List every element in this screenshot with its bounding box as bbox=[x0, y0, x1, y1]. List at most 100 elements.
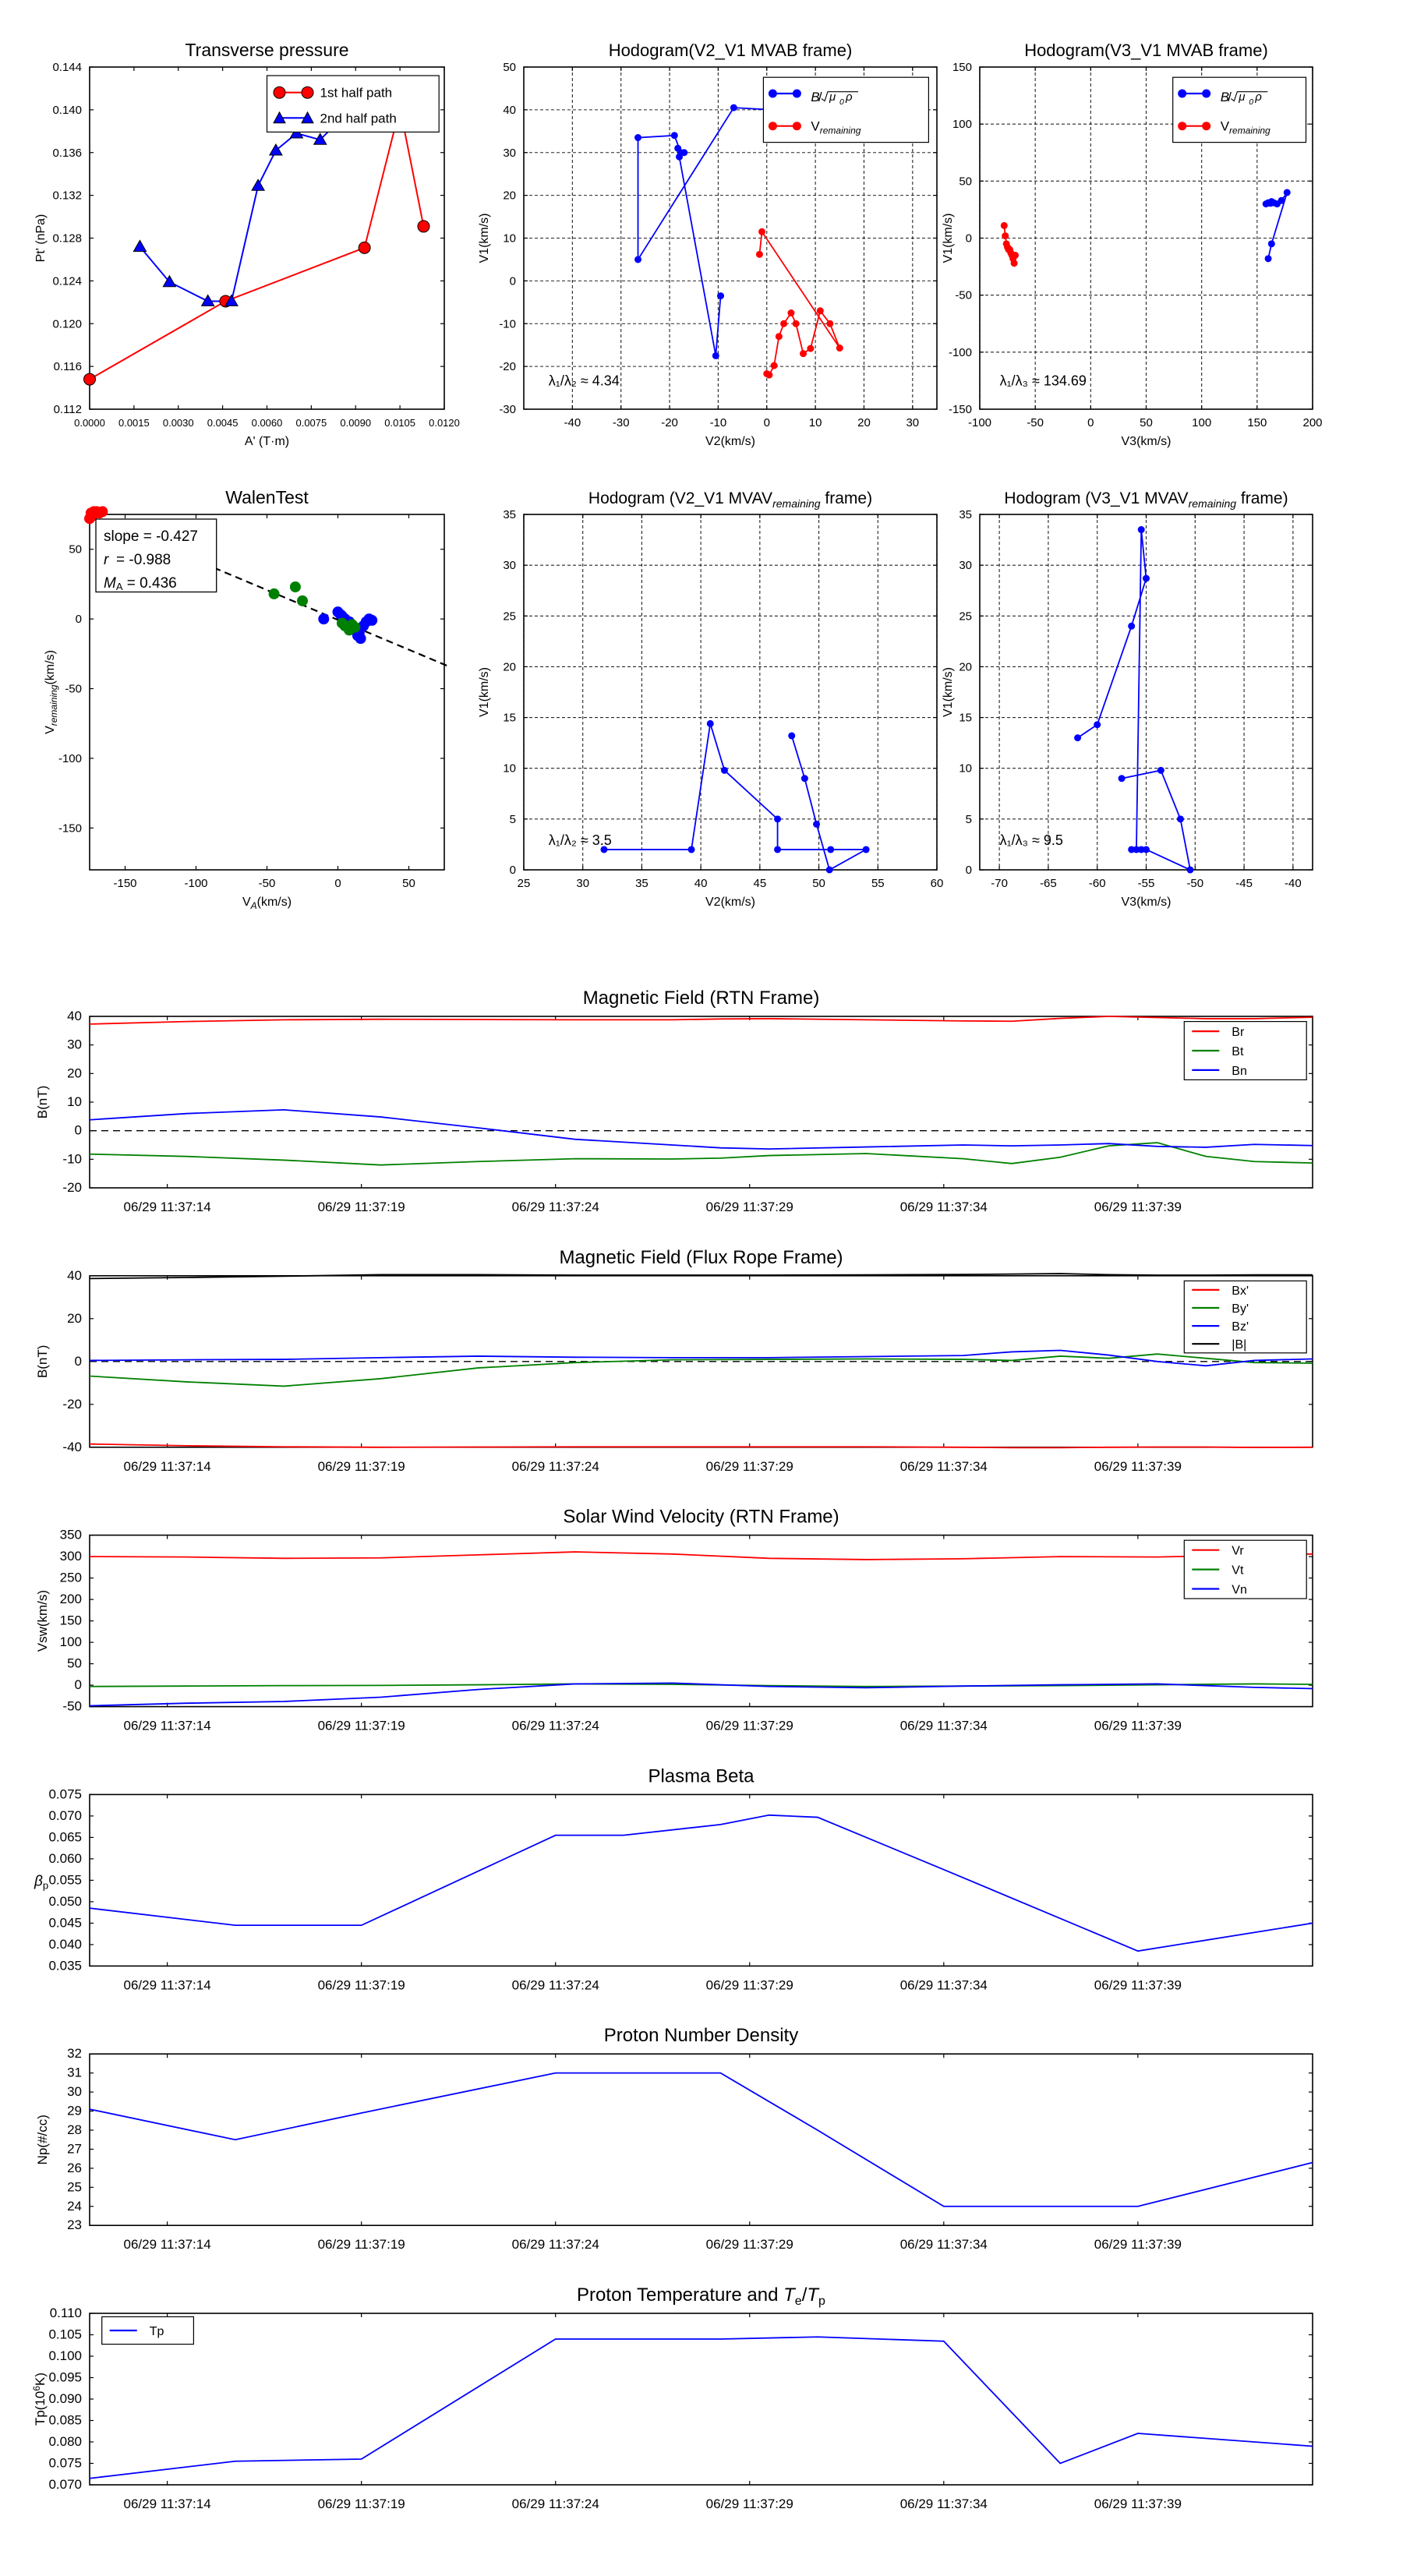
svg-text:-55: -55 bbox=[1138, 877, 1155, 890]
svg-text:0.100: 0.100 bbox=[48, 2348, 82, 2363]
svg-text:35: 35 bbox=[959, 508, 972, 521]
svg-text:Bz': Bz' bbox=[1232, 1320, 1249, 1334]
svg-text:10: 10 bbox=[503, 762, 516, 776]
svg-text:100: 100 bbox=[1192, 416, 1211, 429]
svg-text:06/29 11:37:39: 06/29 11:37:39 bbox=[1094, 2237, 1182, 2252]
svg-text:0.112: 0.112 bbox=[54, 403, 82, 416]
svg-text:-30: -30 bbox=[613, 416, 630, 429]
svg-text:06/29 11:37:34: 06/29 11:37:34 bbox=[900, 2496, 988, 2511]
svg-text:0.0015: 0.0015 bbox=[118, 417, 150, 429]
svg-text:06/29 11:37:29: 06/29 11:37:29 bbox=[706, 1459, 793, 1474]
svg-text:B(nT): B(nT) bbox=[35, 1345, 50, 1379]
svg-text:0.055: 0.055 bbox=[48, 1872, 82, 1887]
svg-text:Vr: Vr bbox=[1232, 1545, 1244, 1558]
svg-text:200: 200 bbox=[1302, 416, 1322, 429]
svg-text:0.128: 0.128 bbox=[52, 232, 82, 246]
svg-text:150: 150 bbox=[1247, 416, 1267, 429]
svg-text:06/29 11:37:14: 06/29 11:37:14 bbox=[124, 1200, 211, 1214]
svg-text:06/29 11:37:19: 06/29 11:37:19 bbox=[318, 1977, 405, 1992]
svg-text:0.124: 0.124 bbox=[52, 274, 82, 288]
svg-text:|B|: |B| bbox=[1232, 1338, 1246, 1352]
svg-text:06/29 11:37:14: 06/29 11:37:14 bbox=[124, 2496, 211, 2511]
svg-text:0: 0 bbox=[75, 1677, 82, 1692]
svg-text:40: 40 bbox=[67, 1268, 82, 1283]
svg-text:06/29 11:37:34: 06/29 11:37:34 bbox=[900, 2237, 988, 2252]
svg-text:Proton Temperature and Te/Tp: Proton Temperature and Te/Tp bbox=[577, 2284, 825, 2308]
svg-text:20: 20 bbox=[67, 1065, 82, 1080]
svg-text:35: 35 bbox=[635, 877, 648, 890]
svg-text:0.0105: 0.0105 bbox=[384, 417, 415, 429]
svg-text:25: 25 bbox=[67, 2179, 82, 2194]
svg-text:100: 100 bbox=[952, 118, 972, 131]
svg-text:0.0090: 0.0090 bbox=[340, 417, 371, 429]
svg-text:0.075: 0.075 bbox=[48, 1786, 82, 1801]
svg-text:40: 40 bbox=[503, 104, 516, 117]
svg-text:0.060: 0.060 bbox=[48, 1851, 82, 1866]
svg-text:06/29 11:37:24: 06/29 11:37:24 bbox=[512, 1719, 599, 1733]
svg-text:/: / bbox=[818, 90, 822, 104]
svg-text:0: 0 bbox=[966, 864, 972, 877]
svg-text:20: 20 bbox=[67, 1311, 82, 1326]
svg-text:0: 0 bbox=[510, 274, 516, 288]
svg-text:50: 50 bbox=[402, 877, 415, 890]
svg-text:Pt' (nPa): Pt' (nPa) bbox=[34, 214, 48, 263]
svg-text:20: 20 bbox=[503, 189, 516, 203]
svg-text:-50: -50 bbox=[1027, 416, 1044, 429]
svg-text:-40: -40 bbox=[62, 1440, 82, 1454]
svg-text:= -0.988: = -0.988 bbox=[116, 552, 171, 568]
svg-text:0.132: 0.132 bbox=[52, 189, 82, 203]
svg-text:0: 0 bbox=[75, 1123, 82, 1138]
svg-text:0.0060: 0.0060 bbox=[252, 417, 283, 429]
svg-text:0.0030: 0.0030 bbox=[163, 417, 194, 429]
svg-text:0.040: 0.040 bbox=[48, 1937, 82, 1952]
svg-text:Bx': Bx' bbox=[1232, 1284, 1249, 1298]
svg-text:06/29 11:37:34: 06/29 11:37:34 bbox=[900, 1200, 988, 1214]
svg-text:0.144: 0.144 bbox=[52, 61, 82, 74]
svg-text:50: 50 bbox=[503, 61, 516, 74]
svg-text:06/29 11:37:24: 06/29 11:37:24 bbox=[512, 1200, 599, 1214]
svg-text:0: 0 bbox=[1087, 416, 1094, 429]
svg-text:55: 55 bbox=[871, 877, 885, 890]
svg-text:V1(km/s): V1(km/s) bbox=[942, 214, 955, 263]
svg-text:-100: -100 bbox=[184, 877, 207, 890]
svg-text:30: 30 bbox=[67, 2084, 82, 2099]
svg-text:0.0120: 0.0120 bbox=[429, 417, 460, 429]
svg-text:-100: -100 bbox=[949, 346, 972, 359]
svg-text:-20: -20 bbox=[499, 360, 516, 373]
svg-text:0.0075: 0.0075 bbox=[295, 417, 327, 429]
svg-text:Hodogram(V3_V1 MVAB frame): Hodogram(V3_V1 MVAB frame) bbox=[1024, 41, 1268, 60]
svg-text:24: 24 bbox=[67, 2199, 82, 2214]
svg-text:Magnetic Field (Flux Rope Fram: Magnetic Field (Flux Rope Frame) bbox=[559, 1247, 843, 1268]
svg-text:06/29 11:37:19: 06/29 11:37:19 bbox=[318, 1459, 405, 1474]
svg-text:V2(km/s): V2(km/s) bbox=[705, 435, 755, 448]
svg-text:r: r bbox=[104, 552, 109, 568]
svg-text:0.050: 0.050 bbox=[48, 1894, 82, 1909]
svg-text:-45: -45 bbox=[1235, 877, 1253, 890]
svg-text:V1(km/s): V1(km/s) bbox=[942, 667, 955, 717]
svg-text:350: 350 bbox=[60, 1528, 82, 1542]
svg-text:0: 0 bbox=[75, 1354, 82, 1369]
svg-text:20: 20 bbox=[503, 660, 516, 673]
svg-text:slope = -0.427: slope = -0.427 bbox=[104, 528, 198, 545]
svg-text:10: 10 bbox=[809, 416, 822, 429]
svg-text:300: 300 bbox=[60, 1549, 82, 1564]
svg-text:50: 50 bbox=[67, 1656, 82, 1671]
svg-text:0.075: 0.075 bbox=[48, 2456, 82, 2471]
svg-text:06/29 11:37:39: 06/29 11:37:39 bbox=[1094, 1459, 1182, 1474]
svg-text:06/29 11:37:39: 06/29 11:37:39 bbox=[1094, 1719, 1182, 1733]
svg-text:0.120: 0.120 bbox=[52, 317, 82, 330]
svg-text:0.136: 0.136 bbox=[52, 147, 82, 160]
svg-text:-60: -60 bbox=[1089, 877, 1106, 890]
svg-text:06/29 11:37:24: 06/29 11:37:24 bbox=[512, 1459, 599, 1474]
svg-text:μ: μ bbox=[829, 90, 836, 104]
svg-text:06/29 11:37:19: 06/29 11:37:19 bbox=[318, 1719, 405, 1733]
svg-text:Hodogram(V2_V1 MVAB frame): Hodogram(V2_V1 MVAB frame) bbox=[609, 41, 853, 60]
svg-text:Tp: Tp bbox=[150, 2325, 164, 2338]
svg-text:Bt: Bt bbox=[1232, 1045, 1244, 1058]
svg-text:50: 50 bbox=[69, 543, 82, 557]
svg-text:06/29 11:37:19: 06/29 11:37:19 bbox=[318, 2496, 405, 2511]
svg-text:06/29 11:37:29: 06/29 11:37:29 bbox=[706, 1200, 793, 1214]
svg-text:0: 0 bbox=[510, 864, 516, 877]
svg-text:0.095: 0.095 bbox=[48, 2370, 82, 2385]
svg-text:06/29 11:37:34: 06/29 11:37:34 bbox=[900, 1719, 988, 1733]
